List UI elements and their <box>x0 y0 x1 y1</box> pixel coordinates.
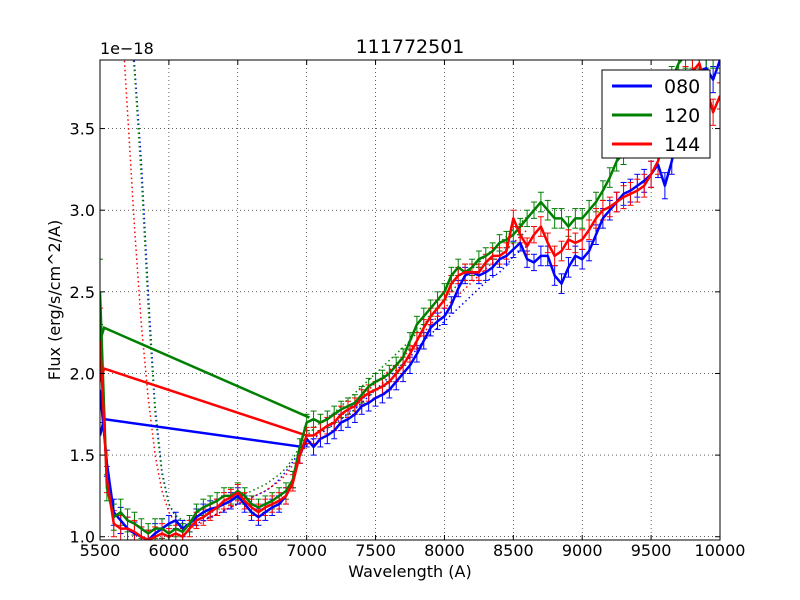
y-tick-label: 3.0 <box>70 201 95 220</box>
x-tick-label: 6500 <box>217 541 258 560</box>
data-layer <box>100 60 720 540</box>
plot-frame <box>99 59 721 541</box>
x-axis-title: Wavelength (A) <box>348 562 471 581</box>
x-tick-label: 7500 <box>355 541 396 560</box>
y-tick-label: 1.5 <box>70 446 95 465</box>
axis-ticks: 5500 6000 6500 7000 7500 8000 8500 9000 9500 1000… <box>70 60 746 560</box>
y-axis-title: Flux (erg/s/cm^2/A) <box>45 220 64 381</box>
series-line-144 <box>100 62 720 540</box>
y-tick-label: 3.5 <box>70 120 95 139</box>
legend: 080 120 144 <box>601 69 711 159</box>
y-tick-label: 1.0 <box>70 528 95 547</box>
y-tick-label: 2.0 <box>70 364 95 383</box>
x-tick-label: 8000 <box>424 541 465 560</box>
series-line-120 <box>100 60 684 535</box>
y-offset-label: 1e−18 <box>100 39 154 58</box>
x-tick-label: 7000 <box>286 541 327 560</box>
x-tick-label: 9500 <box>631 541 672 560</box>
y-tick-label: 2.5 <box>70 283 95 302</box>
x-tick-label: 9000 <box>562 541 603 560</box>
x-tick-label: 8500 <box>493 541 534 560</box>
x-tick-label: 6000 <box>149 541 190 560</box>
legend-label-144: 144 <box>664 134 700 156</box>
x-tick-label: 5500 <box>80 541 121 560</box>
chart-title: 111772501 <box>356 36 465 58</box>
model-curve-120 <box>132 60 528 522</box>
x-tick-label: 10000 <box>695 541 746 560</box>
legend-label-120: 120 <box>664 105 700 127</box>
legend-label-080: 080 <box>664 76 700 98</box>
